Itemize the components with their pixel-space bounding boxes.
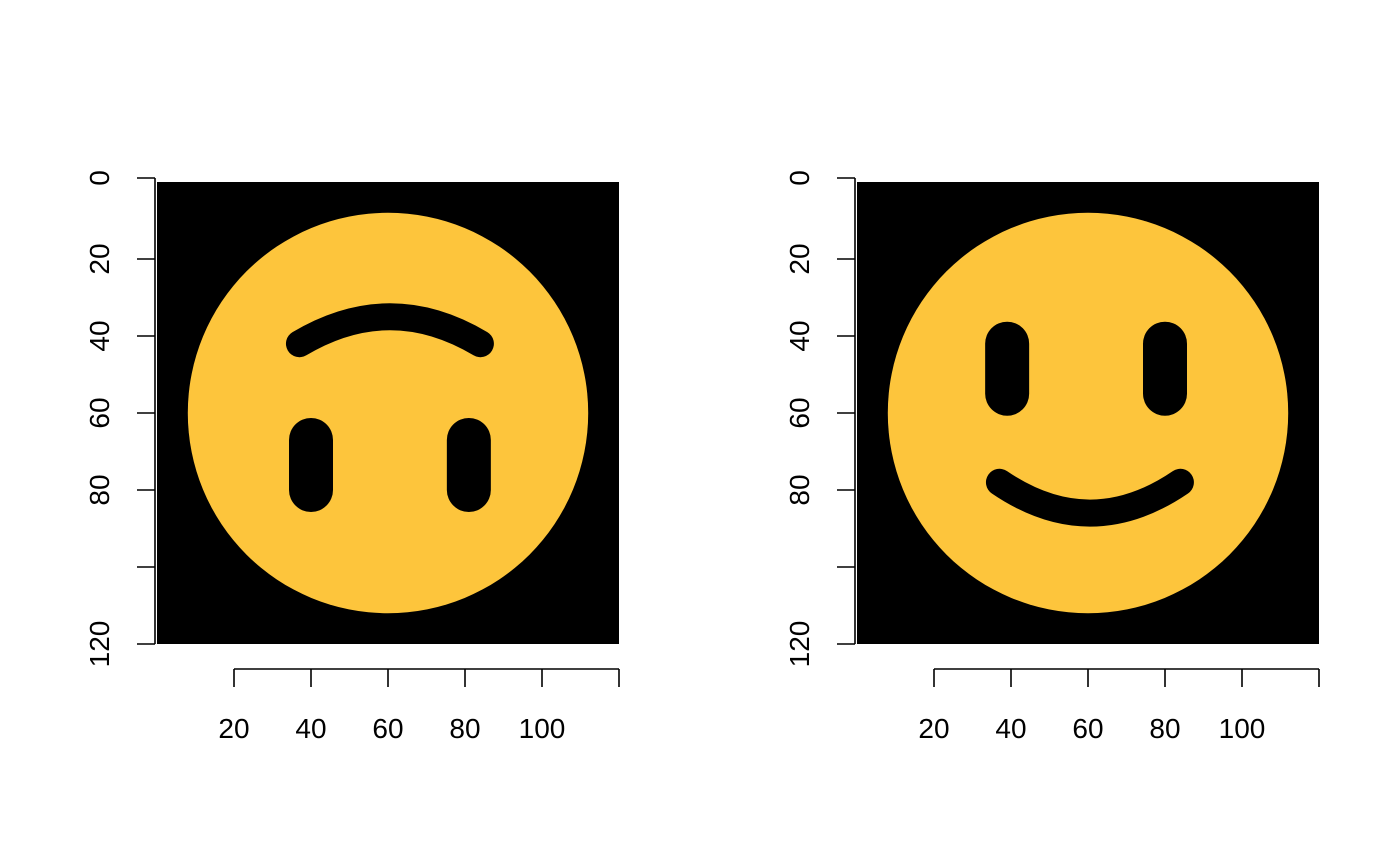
y-tick-label: 0 (784, 170, 815, 186)
x-tick-label: 80 (1149, 713, 1180, 744)
y-tick-label: 60 (84, 397, 115, 428)
y-tick-label: 80 (784, 474, 815, 505)
y-tick-label: 40 (84, 320, 115, 351)
y-tick-label: 0 (84, 170, 115, 186)
x-tick-label: 100 (519, 713, 566, 744)
y-tick-label: 40 (784, 320, 815, 351)
y-tick-label: 80 (84, 474, 115, 505)
y-tick-label: 20 (784, 243, 815, 274)
mouth-frown (285, 303, 494, 358)
x-tick-label: 80 (449, 713, 480, 744)
mouth-smile (985, 468, 1194, 527)
x-tick-label: 60 (372, 713, 403, 744)
x-tick-label: 40 (295, 713, 326, 744)
panel-upside-down-face: 20 40 60 80 100 0 20 40 60 80 120 (84, 170, 620, 744)
y-tick-label: 120 (84, 621, 115, 668)
panel-smiling-face: 20 40 60 80 100 0 20 40 60 80 120 (784, 170, 1320, 744)
x-tick-label: 20 (218, 713, 249, 744)
x-tick-label: 40 (995, 713, 1026, 744)
x-tick-label: 60 (1072, 713, 1103, 744)
emoji-face (887, 212, 1289, 614)
emoji-face (187, 212, 589, 614)
y-tick-label: 20 (84, 243, 115, 274)
x-tick-label: 20 (918, 713, 949, 744)
y-tick-label: 60 (784, 397, 815, 428)
x-tick-label: 100 (1219, 713, 1266, 744)
y-tick-label: 120 (784, 621, 815, 668)
